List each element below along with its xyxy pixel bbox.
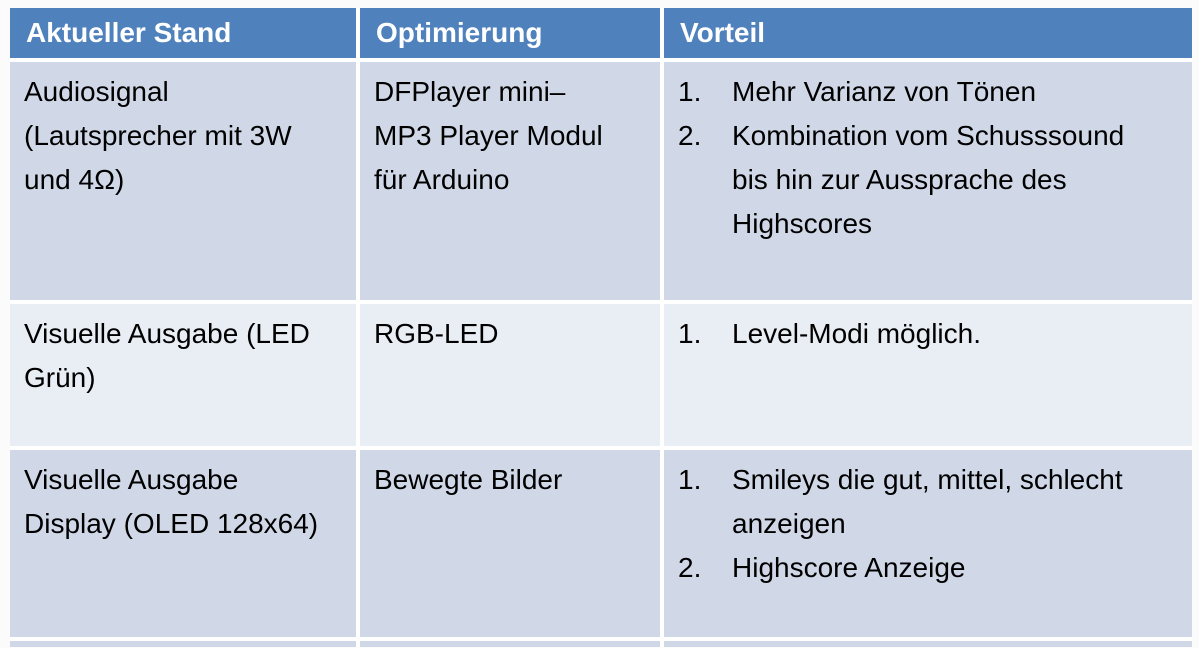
cell-row3-vorteil: 1. Smileys die gut, mittel, schlecht anz…	[664, 450, 1192, 637]
list-item-number: 2.	[678, 120, 702, 151]
vorteil-list: 1. Smileys die gut, mittel, schlecht anz…	[678, 458, 1178, 590]
header-label: Aktueller Stand	[26, 17, 232, 48]
list-item-text: Smileys die gut, mittel, schlecht anzeig…	[732, 464, 1123, 539]
cell-row2-optimierung: RGB-LED	[360, 304, 660, 446]
cutoff-row-sliver	[360, 641, 660, 647]
cell-row1-aktueller-stand: Audiosignal (Lautsprecher mit 3W und 4Ω)	[10, 62, 356, 300]
comparison-table: Aktueller Stand Optimierung Vorteil Audi…	[10, 8, 1192, 647]
list-item-text: Kombination vom Schusssound bis hin zur …	[732, 120, 1125, 239]
vorteil-list: 1. Level-Modi möglich.	[678, 312, 1178, 356]
list-item-text: Level-Modi möglich.	[732, 318, 981, 349]
list-item-number: 1.	[678, 464, 702, 495]
cutoff-row-sliver	[664, 641, 1192, 647]
list-item: 1. Mehr Varianz von Tönen	[678, 70, 1178, 114]
cell-row2-aktueller-stand: Visuelle Ausgabe (LED Grün)	[10, 304, 356, 446]
list-item-number: 1.	[678, 318, 702, 349]
cutoff-row-sliver	[10, 641, 356, 647]
cell-row1-optimierung: DFPlayer mini– MP3 Player Modul für Ardu…	[360, 62, 660, 300]
cell-row3-aktueller-stand: Visuelle Ausgabe Display (OLED 128x64)	[10, 450, 356, 637]
list-item-number: 1.	[678, 76, 702, 107]
header-cell-aktueller-stand: Aktueller Stand	[10, 8, 356, 58]
header-cell-optimierung: Optimierung	[360, 8, 660, 58]
cell-row2-vorteil: 1. Level-Modi möglich.	[664, 304, 1192, 446]
cell-row3-optimierung: Bewegte Bilder	[360, 450, 660, 637]
list-item-text: Mehr Varianz von Tönen	[732, 76, 1037, 107]
header-label: Optimierung	[376, 17, 543, 48]
list-item-text: Highscore Anzeige	[732, 552, 966, 583]
header-cell-vorteil: Vorteil	[664, 8, 1192, 58]
list-item-number: 2.	[678, 552, 702, 583]
cell-row1-vorteil: 1. Mehr Varianz von Tönen 2. Kombination…	[664, 62, 1192, 300]
vorteil-list: 1. Mehr Varianz von Tönen 2. Kombination…	[678, 70, 1178, 246]
list-item: 2. Highscore Anzeige	[678, 546, 1178, 590]
list-item: 2. Kombination vom Schusssound bis hin z…	[678, 114, 1178, 246]
list-item: 1. Smileys die gut, mittel, schlecht anz…	[678, 458, 1178, 546]
list-item: 1. Level-Modi möglich.	[678, 312, 1178, 356]
header-label: Vorteil	[680, 17, 766, 48]
